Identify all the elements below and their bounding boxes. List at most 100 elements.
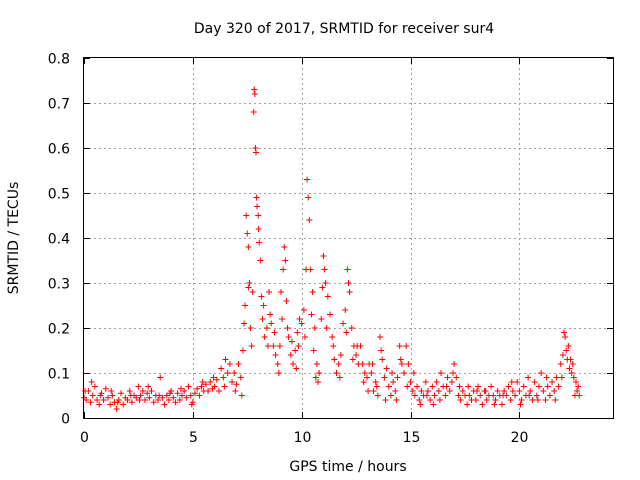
data-point (459, 388, 466, 394)
data-point (133, 394, 140, 401)
data-point (336, 374, 343, 381)
data-point (248, 343, 255, 349)
x-tick-label: 20 (511, 430, 529, 446)
data-point (176, 397, 183, 403)
data-point (417, 401, 424, 408)
data-point (411, 392, 418, 399)
data-point (449, 370, 456, 376)
data-point (220, 374, 227, 381)
data-point (104, 394, 111, 401)
data-point (272, 352, 279, 358)
data-point (322, 280, 329, 286)
data-point (312, 374, 319, 381)
data-point (246, 280, 253, 286)
data-point (281, 244, 288, 250)
data-point (257, 257, 264, 264)
data-point (266, 289, 273, 295)
data-point (340, 320, 347, 327)
data-point (114, 399, 121, 406)
x-tick-label: 10 (294, 430, 312, 446)
chart-title: Day 320 of 2017, SRMTID for receiver sur… (194, 21, 494, 37)
data-point (320, 253, 327, 259)
data-point (508, 379, 515, 385)
data-point (213, 376, 220, 383)
data-point (311, 325, 318, 331)
y-tick-label: 0.3 (48, 277, 70, 293)
data-point (166, 390, 173, 397)
data-point (535, 383, 542, 390)
data-point (492, 397, 499, 403)
data-point (87, 399, 94, 406)
data-point (500, 392, 507, 399)
data-point (124, 397, 131, 403)
data-point (260, 302, 267, 309)
data-point (488, 383, 495, 390)
data-point (354, 343, 361, 349)
data-point (210, 374, 217, 381)
data-point (192, 390, 199, 397)
data-point (372, 379, 379, 385)
data-point (403, 343, 410, 349)
data-point (235, 361, 242, 367)
data-point (457, 397, 464, 403)
data-point (254, 203, 261, 210)
data-point (538, 370, 545, 376)
grid-lines (84, 58, 613, 418)
data-point (202, 381, 209, 388)
data-point (405, 361, 412, 367)
data-point (242, 302, 249, 309)
data-point (282, 257, 289, 264)
data-point (267, 311, 274, 318)
data-point (187, 392, 194, 399)
data-point (520, 383, 527, 390)
data-point (331, 356, 338, 363)
data-point (512, 392, 519, 399)
data-point (252, 149, 259, 156)
data-point (527, 388, 534, 394)
data-point (108, 388, 115, 394)
data-point (392, 388, 399, 394)
data-point (479, 401, 486, 408)
data-point (163, 392, 170, 399)
y-tick-label: 0.6 (48, 142, 70, 158)
data-point (552, 397, 559, 403)
x-tick-label: 5 (189, 430, 198, 446)
data-point (540, 388, 547, 394)
data-point (245, 244, 252, 250)
data-point (226, 361, 233, 367)
data-point (453, 374, 460, 381)
data-point (244, 230, 251, 237)
data-point (270, 343, 277, 349)
data-point (466, 392, 473, 399)
data-point (324, 293, 331, 300)
data-point (433, 379, 440, 385)
data-point (370, 388, 377, 394)
data-point (271, 329, 278, 336)
x-axis-label: GPS time / hours (289, 459, 406, 475)
plot-frame (83, 57, 614, 419)
data-point (293, 365, 300, 372)
data-point (553, 374, 560, 381)
data-point (501, 388, 508, 394)
data-point (389, 370, 396, 376)
data-point (393, 397, 400, 403)
y-tick-label: 0.4 (48, 232, 70, 248)
data-point (231, 370, 238, 376)
data-point (172, 399, 179, 406)
data-point (289, 361, 296, 367)
data-point (199, 379, 206, 385)
data-point (205, 388, 212, 394)
data-point (534, 397, 541, 403)
data-point (181, 388, 188, 394)
data-point (424, 388, 431, 394)
data-point (544, 383, 551, 390)
data-point (159, 394, 166, 401)
data-point (543, 374, 550, 381)
data-point (148, 388, 155, 394)
y-tick-label: 0.8 (48, 52, 70, 68)
data-point (315, 379, 322, 385)
data-point (157, 374, 164, 381)
y-tick-label: 0 (61, 412, 70, 428)
data-point (549, 379, 556, 385)
data-point (563, 347, 570, 354)
